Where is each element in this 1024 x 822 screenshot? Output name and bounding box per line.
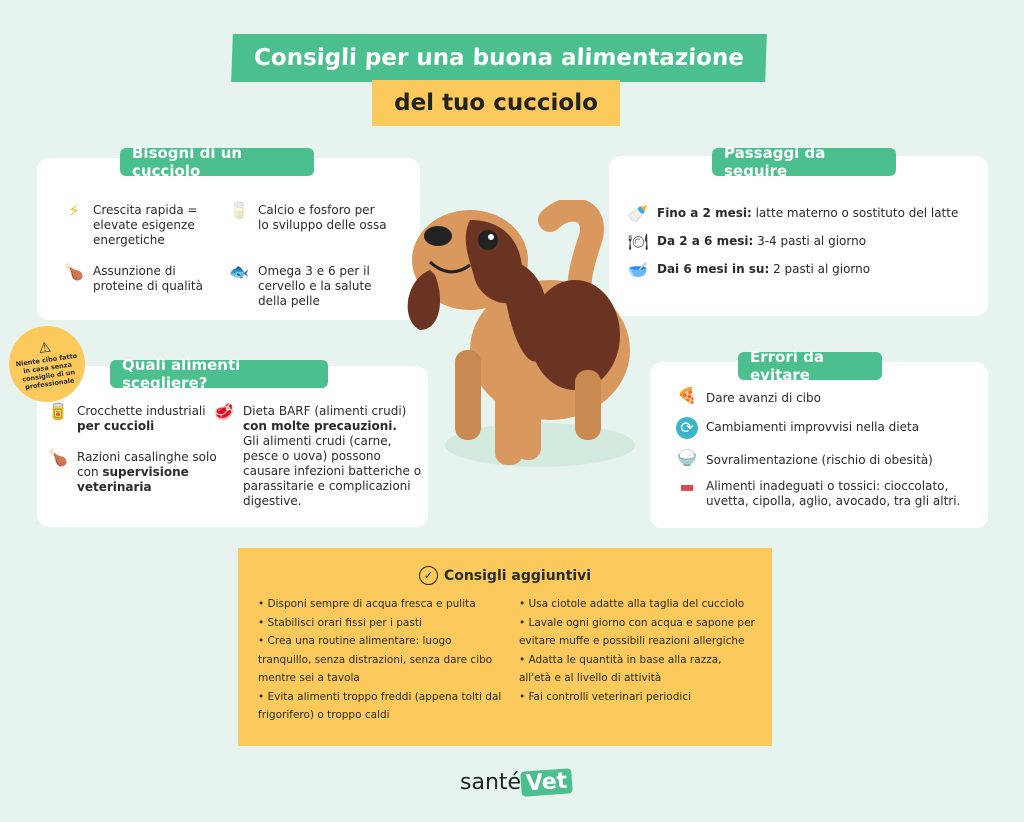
baby-bottle-icon: 🍼 — [628, 204, 648, 223]
extra-tips-left: • Disponi sempre di acqua fresca e pulit… — [258, 598, 502, 721]
foods-card: 🥫 Crocchette industriali per cuccioli 🍗 Ra… — [37, 366, 428, 527]
extra-tips-panel: ✓ Consigli aggiuntivi • Disponi sempre d… — [238, 548, 772, 746]
foods-title: Quali alimenti scegliere? — [110, 356, 328, 392]
chicken-leg-icon: 🍗 — [64, 262, 84, 281]
step-item: 🥣 Dai 6 mesi in su: 2 pasti al giorno — [628, 260, 871, 279]
steps-title: Passaggi da seguire — [712, 144, 896, 180]
extra-tips-right: • Usa ciotole adatte alla taglia del cuc… — [518, 598, 755, 703]
food-item-kibble: 🥫 Crocchette industriali per cuccioli — [48, 402, 206, 434]
food-item-barf: 🥩 Dieta BARF (alimenti crudi) con molte p… — [214, 402, 422, 509]
warning-icon: ⚠ — [37, 339, 53, 357]
title-banner: Consigli per una buona alimentazione — [231, 34, 767, 82]
plate-icon: 🍽 — [627, 232, 649, 251]
needs-card: ⚡ Crescita rapida = elevate esigenze ener… — [37, 158, 420, 320]
error-item: ⟳ Cambiamenti improvvisi nella dieta — [676, 417, 976, 439]
needs-item: ⚡ Crescita rapida = elevate esigenze ener… — [63, 203, 218, 248]
food-item-homemade: 🍗 Razioni casalinghe solo con supervision… — [48, 448, 217, 495]
bowl-icon: 🥣 — [628, 260, 648, 279]
errors-card: 🍕 Dare avanzi di cibo ⟳ Cambiamenti improv… — [650, 362, 988, 528]
steps-card: 🍼 Fino a 2 mesi: latte materno o sostitut… — [609, 156, 988, 316]
error-item: 🍕 Dare avanzi di cibo — [677, 386, 821, 406]
needs-title: Bisogni di un cucciolo — [120, 144, 314, 180]
error-item: ▬ Alimenti inadeguati o tossici: cioccola… — [676, 479, 976, 509]
lightning-icon: ⚡ — [68, 201, 80, 220]
errors-title: Errori da evitare — [738, 348, 882, 384]
puppy-illustration — [407, 200, 635, 467]
step-item: 🍼 Fino a 2 mesi: latte materno o sostitut… — [628, 204, 959, 223]
milk-glass-icon: 🥛 — [229, 201, 249, 220]
chicken-leg-icon: 🍗 — [48, 448, 68, 467]
subtitle-banner: del tuo cucciolo — [372, 80, 620, 126]
refresh-icon: ⟳ — [676, 417, 698, 439]
step-item: 🍽 Da 2 a 6 mesi: 3-4 pasti al giorno — [627, 232, 867, 251]
fish-icon: 🐟 — [229, 262, 249, 281]
food-bowl-icon: 🍚 — [677, 448, 697, 467]
meat-icon: 🥩 — [214, 402, 234, 421]
santevet-logo: santé Vet — [460, 768, 574, 797]
sausage-icon: ▬ — [679, 477, 695, 496]
can-icon: 🥫 — [48, 402, 68, 421]
needs-item: 🥛 Calcio e fosforo per lo sviluppo delle … — [228, 203, 388, 248]
pizza-icon: 🍕 — [677, 386, 697, 405]
check-circle-icon: ✓ — [418, 566, 438, 585]
needs-item: 🍗 Assunzione di proteine di qualità — [63, 264, 218, 309]
needs-item: 🐟 Omega 3 e 6 per il cervello e la salute… — [229, 262, 372, 309]
error-item: 🍚 Sovralimentazione (rischio di obesità) — [677, 448, 933, 468]
